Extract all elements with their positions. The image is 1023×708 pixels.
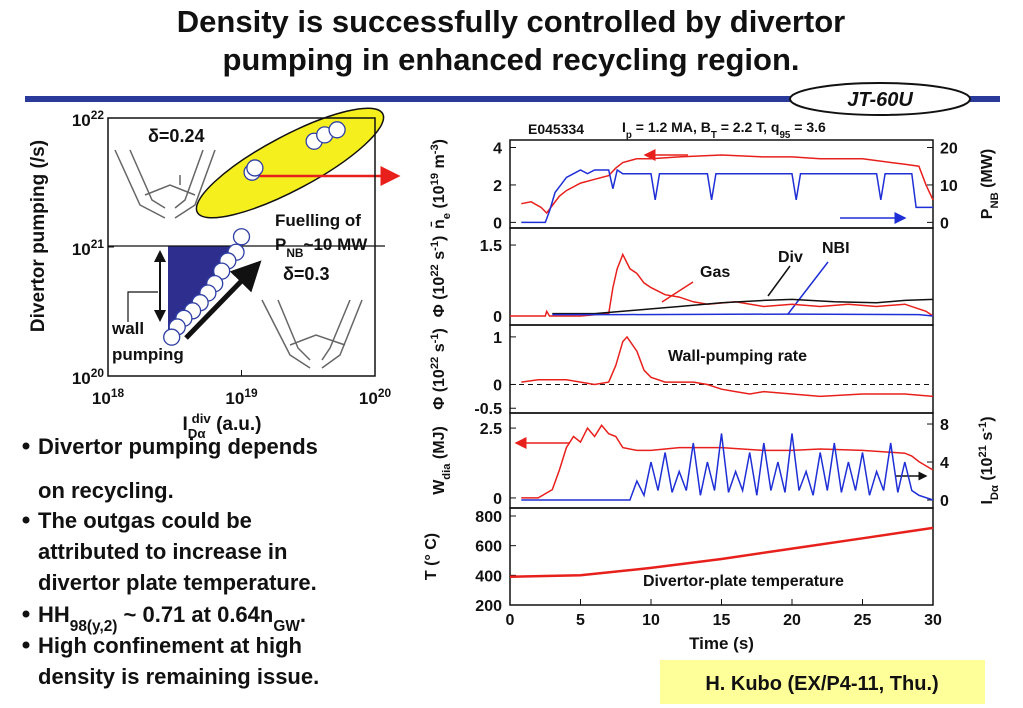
y-tick-label: 0 [493, 377, 502, 394]
bullet-line: The outgas could be [38, 508, 252, 533]
annotation: wall [111, 319, 144, 338]
bullet-line: on recycling. [38, 478, 174, 503]
y-tick-label: 0 [493, 491, 502, 508]
bullet-dot [22, 610, 30, 618]
y-axis-label: T (° C) [423, 533, 440, 580]
y-axis-label: Φ (1022 s-1) [429, 328, 448, 410]
panel-frame [509, 324, 934, 414]
annotation: δ=0.24 [148, 126, 204, 146]
annotation: δ=0.3 [283, 264, 329, 284]
series-label: Gas [700, 264, 730, 281]
credit: H. Kubo (EX/P4-11, Thu.) [705, 673, 938, 695]
y2-tick-label: 4 [940, 455, 949, 472]
x-axis-label: IDαdiv (a.u.) [183, 411, 262, 441]
x-axis-label: Time (s) [689, 634, 754, 653]
y-axis-label: n̄e (1019 m-3) [429, 139, 453, 229]
badge-text: JT-60U [847, 89, 913, 111]
x-tick-label: 1020 [359, 386, 392, 408]
panel-frame [509, 139, 934, 229]
y-tick-label: 0 [493, 215, 502, 232]
x-tick-label: 1019 [225, 386, 258, 408]
annotation: Fuelling of [275, 211, 361, 230]
bullet-dot [22, 442, 30, 450]
y-tick-label: 4 [493, 140, 502, 157]
rule [25, 96, 1000, 102]
point [328, 121, 346, 139]
series-line [521, 168, 933, 224]
y2-tick-label: 0 [940, 493, 949, 510]
series-line [521, 335, 934, 398]
annotation: pumping [112, 345, 184, 364]
divertor-sketch [114, 149, 363, 369]
pointer [767, 265, 791, 297]
series-label: Wall-pumping rate [668, 348, 807, 365]
pointer [787, 261, 829, 315]
panel-frame [509, 507, 934, 606]
bullet-line: HH98(y,2) ~ 0.71 at 0.64nGW. [38, 602, 306, 635]
y-axis-label: Divertor pumping (/s) [28, 140, 49, 332]
series-label: NBI [822, 240, 850, 257]
y-axis-label: Φ (1022 s-1) [429, 236, 448, 318]
y2-tick-label: 20 [940, 140, 958, 157]
y-tick-label: 2.5 [480, 421, 502, 438]
series-label: Div [778, 249, 803, 266]
series-label: Divertor-plate temperature [643, 573, 844, 590]
series-line [510, 252, 934, 317]
x-tick-label: 10 [642, 612, 660, 629]
series-line [521, 433, 934, 501]
y-tick-label: 400 [475, 568, 502, 585]
bullet-line: attributed to increase in [38, 539, 287, 564]
x-tick-label: 20 [783, 612, 801, 629]
series-line [552, 313, 934, 317]
y-tick-label: 1.5 [480, 238, 502, 255]
bullets: Divertor pumping depends on recycling. T… [22, 434, 319, 689]
x-tick-label: 0 [506, 612, 515, 629]
y-tick-label: 1022 [72, 108, 105, 130]
x-tick-label: 30 [924, 612, 942, 629]
x-tick-label: 1018 [92, 386, 125, 408]
y-tick-label: -0.5 [474, 401, 502, 418]
series-line [552, 298, 934, 315]
conditions-label: Ip = 1.2 MA, BT = 2.2 T, q95 = 3.6 [622, 119, 826, 141]
y-tick-label: 2 [493, 178, 502, 195]
y-tick-label: 200 [475, 598, 502, 615]
x-tick-label: 5 [576, 612, 585, 629]
series-line [509, 526, 934, 579]
y-tick-label: 600 [475, 539, 502, 556]
y-tick-label: 800 [475, 509, 502, 526]
y2-tick-label: 10 [940, 178, 958, 195]
point [163, 328, 181, 346]
y-tick-label: 1020 [72, 366, 105, 388]
annotation: PNB~10 MW [275, 235, 368, 260]
y2-tick-label: 0 [940, 215, 949, 232]
point [232, 228, 251, 246]
shot-label: E045334 [528, 121, 584, 137]
x-tick-label: 15 [713, 612, 731, 629]
trend-arrow [184, 260, 262, 340]
y-tick-label: 1021 [72, 237, 105, 259]
bullet-dot [22, 641, 30, 649]
series-line [521, 154, 934, 215]
bullet-dot [22, 516, 30, 524]
y2-axis-label: PNB (MW) [979, 149, 1001, 219]
title-line: pumping in enhanced recycling region. [222, 42, 799, 77]
series-line [521, 424, 934, 499]
bullet-line: density is remaining issue. [38, 664, 319, 689]
pointer [661, 281, 694, 303]
y-tick-label: 1 [493, 330, 502, 347]
bullet-line: High confinement at high [38, 633, 302, 658]
y-tick-label: 0 [493, 309, 502, 326]
y-axis-label: Wdia (MJ) [431, 426, 453, 495]
credit-box [660, 660, 985, 704]
bullet-line: Divertor pumping depends [38, 434, 318, 459]
point [246, 159, 264, 177]
x-tick-label: 25 [854, 612, 872, 629]
y2-axis-label: IDα (1021 s-1) [977, 416, 1001, 504]
bullet-line: divertor plate temperature. [38, 570, 317, 595]
title-line: Density is successfully controlled by di… [177, 4, 845, 39]
bracket [127, 291, 158, 322]
badge [789, 82, 971, 116]
y2-tick-label: 8 [940, 417, 949, 434]
